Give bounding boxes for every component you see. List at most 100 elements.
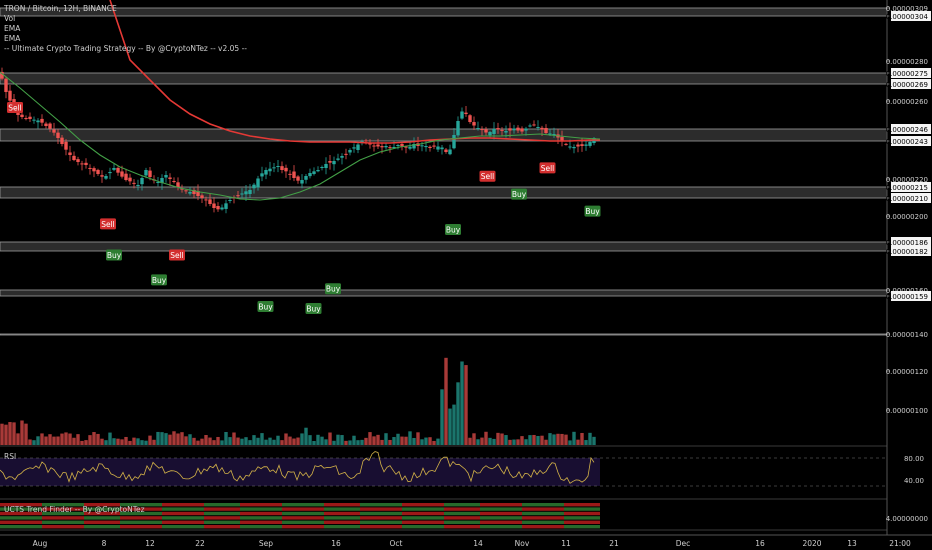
signal-badge [169,249,185,261]
price-tick-label: 0.00000275 [886,70,928,78]
ucts-cell [204,520,210,524]
volume-bar [580,432,584,445]
ucts-cell [336,520,342,524]
ucts-cell [108,516,114,520]
candle-body [364,140,368,142]
buy-signal-6: Buy [305,303,322,314]
ucts-cell [564,520,570,524]
ucts-cell [510,503,516,507]
ucts-cell [354,520,360,524]
candle-body [588,142,592,146]
candle-body [496,128,500,130]
ucts-cell [450,525,456,529]
ucts-cell [270,516,276,520]
ucts-cell [138,503,144,507]
signal-label: Buy [152,276,167,285]
time-tick-label: 13 [847,539,857,548]
volume-bar [236,437,240,445]
ucts-cell [138,507,144,511]
ucts-cell [582,511,588,516]
ucts-cell [288,520,294,524]
ucts-cell [540,520,546,524]
price-tag-bg [891,246,931,256]
ucts-cell [102,516,108,520]
volume-bar [268,437,272,445]
ucts-cell [492,520,498,524]
ucts-cell [564,516,570,520]
ucts-cell [534,516,540,520]
ucts-cell [30,511,36,516]
ucts-cell [186,520,192,524]
ucts-cell [594,507,600,511]
volume-bar [360,439,364,445]
ucts-cell [90,525,96,529]
ucts-cell [198,525,204,529]
ucts-cell [174,503,180,507]
ucts-cell [66,503,72,507]
ucts-cell [348,511,354,516]
ucts-cell [12,503,18,507]
ucts-cell [90,511,96,516]
ucts-cell [66,525,72,529]
volume-bar [472,433,476,445]
ucts-cell [330,507,336,511]
candle-body [584,144,588,146]
volume-bar [528,435,532,445]
ucts-cell [360,503,366,507]
volume-bar [512,439,516,445]
ucts-cell [588,511,594,516]
volume-bar [220,440,224,445]
ucts-cell [282,520,288,524]
ucts-cell [252,516,258,520]
time-tick-label: Sep [259,539,273,548]
ucts-cell [354,525,360,529]
ucts-cell [480,525,486,529]
ucts-cell [24,507,30,511]
ucts-cell [516,507,522,511]
ucts-cell [120,511,126,516]
ucts-cell [390,503,396,507]
signal-badge [305,303,322,314]
ucts-cell [144,520,150,524]
ucts-cell [318,503,324,507]
volume-bar [592,436,596,445]
ucts-cell [540,507,546,511]
ucts-cell [30,503,36,507]
ucts-cell [132,525,138,529]
ucts-cell [138,520,144,524]
buy-signal-7: Buy [325,283,341,295]
candle-body [44,123,48,126]
ucts-cell [138,525,144,529]
ucts-cell [84,507,90,511]
ucts-cell [558,507,564,511]
signal-badge [151,274,167,286]
candle-body [536,127,540,128]
volume-bar [276,435,280,445]
ucts-cell [342,507,348,511]
ucts-cell [54,520,60,524]
volume-bar [132,437,136,445]
volume-bar [492,438,496,445]
buy-signal-5: Buy [257,301,274,312]
candle-body [32,119,36,121]
ucts-cell [438,511,444,516]
ucts-cell [90,516,96,520]
ucts-cell [246,507,252,511]
ucts-cell [354,511,360,516]
ucts-cell [168,516,174,520]
ucts-cell [240,511,246,516]
candle-body [244,191,248,195]
legend-ema-1: EMA [4,24,21,33]
candle-body [560,136,564,141]
price-tick-label: 0.00000140 [886,331,928,339]
candle-body [388,147,392,149]
ucts-cell [372,511,378,516]
ucts-cell [306,503,312,507]
candle-body [320,167,324,168]
ucts-cell [114,507,120,511]
candle-body [8,90,12,101]
candle-body [424,146,428,148]
volume-bar [496,432,500,445]
ucts-cell [246,503,252,507]
